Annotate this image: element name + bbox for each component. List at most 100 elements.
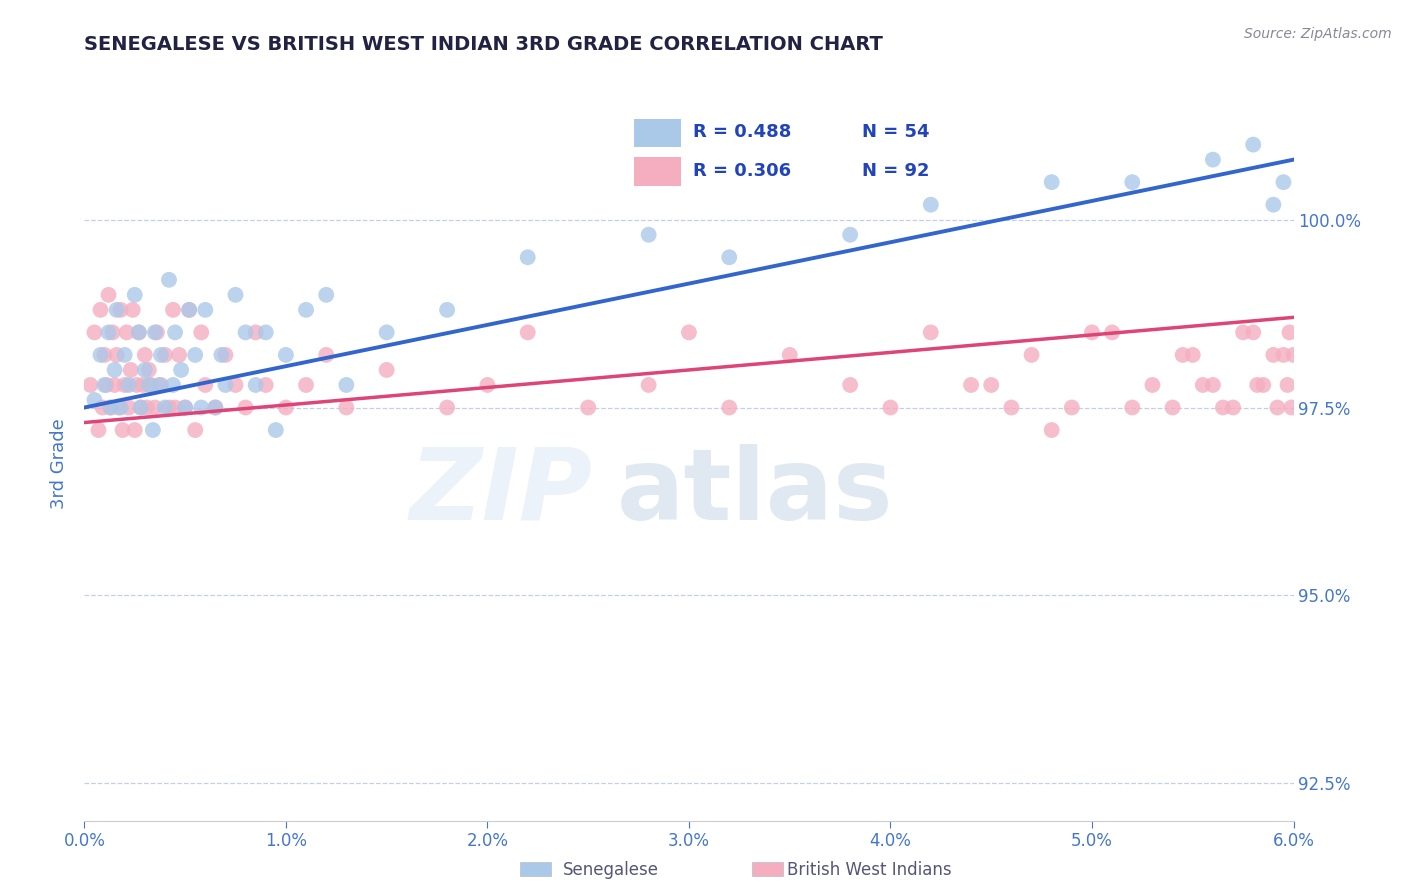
Point xyxy=(79,378,101,392)
Text: N = 54: N = 54 xyxy=(862,123,929,141)
Point xyxy=(153,348,176,362)
Point xyxy=(83,326,105,340)
Point xyxy=(1171,348,1194,362)
Point xyxy=(1121,175,1143,189)
Point xyxy=(1040,175,1063,189)
Point xyxy=(295,302,318,317)
Point xyxy=(245,378,267,392)
Point xyxy=(179,302,201,317)
Point xyxy=(1253,378,1275,392)
Point xyxy=(516,326,538,340)
Point xyxy=(104,378,127,392)
Point xyxy=(637,378,659,392)
Point xyxy=(190,326,212,340)
Point xyxy=(1263,197,1285,211)
Point xyxy=(1192,378,1215,392)
Point xyxy=(174,401,197,415)
Point xyxy=(142,423,165,437)
Point xyxy=(1222,401,1244,415)
FancyBboxPatch shape xyxy=(520,862,551,876)
Point xyxy=(153,401,176,415)
Point xyxy=(1246,378,1268,392)
Point xyxy=(135,401,157,415)
Point xyxy=(96,378,118,392)
Point xyxy=(129,401,152,415)
Point xyxy=(118,378,141,392)
Point xyxy=(190,401,212,415)
Point xyxy=(89,302,111,317)
Point xyxy=(124,423,146,437)
Text: R = 0.488: R = 0.488 xyxy=(693,123,792,141)
Point xyxy=(148,378,170,392)
Point xyxy=(111,423,134,437)
Point xyxy=(1241,326,1264,340)
Point xyxy=(204,401,226,415)
Point xyxy=(839,378,862,392)
Point xyxy=(920,197,942,211)
Point xyxy=(1232,326,1254,340)
Point xyxy=(295,378,318,392)
Point xyxy=(138,363,160,377)
Point xyxy=(516,250,538,264)
Point xyxy=(1021,348,1043,362)
FancyBboxPatch shape xyxy=(752,862,783,876)
Text: N = 92: N = 92 xyxy=(862,162,929,180)
Point xyxy=(920,326,942,340)
Point xyxy=(143,401,166,415)
Point xyxy=(1277,378,1299,392)
Point xyxy=(97,288,120,302)
Point xyxy=(128,326,150,340)
Point xyxy=(1101,326,1123,340)
Point xyxy=(1263,348,1285,362)
Point xyxy=(100,401,122,415)
Point xyxy=(375,326,398,340)
Point xyxy=(214,348,236,362)
Point xyxy=(184,348,207,362)
Point xyxy=(1161,401,1184,415)
Point xyxy=(779,348,801,362)
Point xyxy=(436,401,458,415)
Point xyxy=(162,302,184,317)
Point xyxy=(146,326,169,340)
Point xyxy=(105,302,128,317)
Point xyxy=(1000,401,1022,415)
Point xyxy=(104,363,127,377)
Point xyxy=(1202,378,1225,392)
Y-axis label: 3rd Grade: 3rd Grade xyxy=(51,418,69,509)
Point xyxy=(129,401,152,415)
Point xyxy=(87,423,110,437)
Point xyxy=(134,348,156,362)
FancyBboxPatch shape xyxy=(634,157,681,186)
Point xyxy=(120,363,142,377)
Point xyxy=(678,326,700,340)
Point xyxy=(184,423,207,437)
Point xyxy=(274,348,297,362)
Point xyxy=(107,401,129,415)
Point xyxy=(960,378,983,392)
Point xyxy=(97,326,120,340)
Point xyxy=(436,302,458,317)
Point xyxy=(235,326,257,340)
Point xyxy=(718,401,741,415)
Point xyxy=(174,401,197,415)
Point xyxy=(637,227,659,242)
Point xyxy=(879,401,901,415)
Point xyxy=(375,363,398,377)
Point xyxy=(83,392,105,407)
Point xyxy=(124,288,146,302)
Point xyxy=(121,302,143,317)
Point xyxy=(1040,423,1063,437)
Point xyxy=(1272,348,1295,362)
Point xyxy=(157,273,180,287)
Point xyxy=(194,302,217,317)
Point xyxy=(1281,401,1303,415)
Point xyxy=(254,378,277,392)
Text: atlas: atlas xyxy=(616,444,893,541)
Point xyxy=(718,250,741,264)
Text: ZIP: ZIP xyxy=(409,444,592,541)
Point xyxy=(204,401,226,415)
Point xyxy=(100,401,122,415)
Point xyxy=(1212,401,1234,415)
Point xyxy=(179,302,201,317)
Point xyxy=(1202,153,1225,167)
